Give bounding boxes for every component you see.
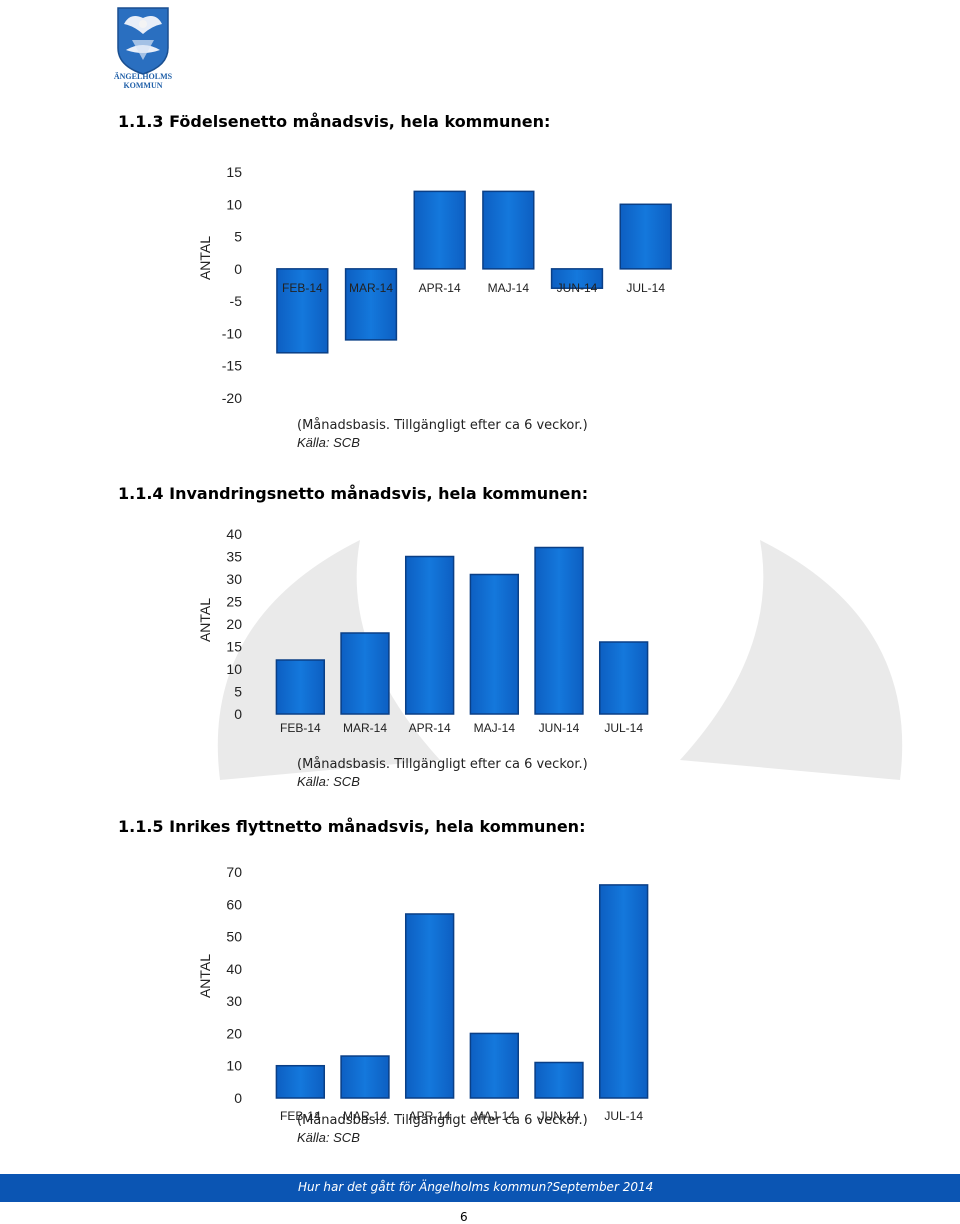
bar [482, 190, 535, 270]
x-category-label: JUN-14 [557, 281, 598, 295]
bar [469, 573, 520, 715]
bar [276, 268, 329, 354]
x-category-label: MAR-14 [349, 281, 393, 295]
y-tick-label: -10 [222, 325, 242, 341]
x-category-label: MAR-14 [343, 721, 387, 735]
y-axis-label: ANTAL [197, 598, 213, 642]
x-category-label: JUL-14 [604, 721, 643, 735]
bar [340, 1055, 390, 1099]
y-tick-label: 20 [226, 616, 242, 632]
y-tick-label: 40 [226, 961, 242, 977]
chart-svg-2: ANTAL 70 60 50 40 30 20 10 0 FEB-14 MAR-14 APR-14 MA… [197, 864, 649, 1123]
footer-bar: Hur har det gått för Ängelholms kommun?S… [0, 1174, 960, 1202]
x-category-label: MAJ-14 [488, 281, 530, 295]
bar [404, 555, 455, 715]
y-tick-label: 10 [226, 661, 242, 677]
x-category-label: JUL-14 [626, 281, 665, 295]
x-category-label: MAR-14 [343, 1109, 387, 1123]
bar-chart: ANTAL 15 10 5 0 -5 -10 -15 -20 FEB-14 MAR-14 APR-14… [180, 158, 690, 408]
y-tick-label: 15 [226, 164, 242, 180]
y-tick-label: -15 [222, 358, 242, 374]
y-tick-label: 40 [226, 526, 242, 542]
y-tick-label: 15 [226, 639, 242, 655]
y-tick-label: 35 [226, 549, 242, 565]
bar [469, 1032, 520, 1099]
y-tick-label: 0 [234, 1090, 242, 1106]
bar [534, 546, 584, 715]
footer-text: Hur har det gått för Ängelholms kommun?S… [298, 1180, 654, 1194]
x-category-label: FEB-14 [282, 281, 323, 295]
bar-chart: ANTAL 40 35 30 25 20 15 10 5 0 FEB-14 MAR-14 APR-14 M… [180, 520, 690, 740]
y-tick-label: 60 [226, 896, 242, 912]
source-label: Källa: SCB [297, 1130, 360, 1145]
x-category-label: JUL-14 [604, 1109, 643, 1123]
y-tick-label: 70 [226, 864, 242, 880]
section-heading: 1.1.4 Invandringsnetto månadsvis, hela k… [118, 484, 589, 503]
chart-note: (Månadsbasis. Tillgängligt efter ca 6 ve… [297, 1113, 588, 1145]
y-tick-label: 5 [234, 229, 242, 245]
y-tick-label: -5 [230, 293, 243, 309]
section-heading: 1.1.3 Födelsenetto månadsvis, hela kommu… [118, 112, 551, 131]
y-tick-label: 5 [234, 684, 242, 700]
bar [404, 913, 455, 1099]
bar [534, 1061, 584, 1099]
x-category-label: MAJ-14 [474, 1109, 516, 1123]
y-axis-label: ANTAL [197, 236, 213, 280]
section-heading: 1.1.5 Inrikes flyttnetto månadsvis, hela… [118, 817, 586, 836]
bar-chart: ANTAL 70 60 50 40 30 20 10 0 FEB-14 MAR-14 APR-14 MA… [180, 858, 690, 1128]
y-tick-label: 20 [226, 1025, 242, 1041]
chart-note: (Månadsbasis. Tillgängligt efter ca 6 ve… [297, 757, 588, 789]
bar [344, 268, 398, 341]
y-tick-label: 30 [226, 571, 242, 587]
x-category-label: FEB-14 [280, 721, 321, 735]
y-tick-label: 30 [226, 993, 242, 1009]
y-tick-label: 50 [226, 929, 242, 945]
angel-watermark [217, 540, 903, 780]
bar [598, 641, 649, 715]
y-tick-label: 0 [234, 706, 242, 722]
bar [413, 190, 466, 270]
y-axis-label: ANTAL [197, 954, 213, 998]
bar [550, 268, 604, 289]
bar [619, 203, 672, 270]
chart-svg-1: ANTAL 40 35 30 25 20 15 10 5 0 FEB-14 MAR-14 APR-14 M… [197, 526, 649, 735]
municipality-logo [117, 7, 169, 75]
y-tick-label: 0 [234, 261, 242, 277]
bar [598, 884, 649, 1099]
x-category-label: FEB-14 [280, 1109, 321, 1123]
logo-text: ÄNGELHOLMS KOMMUN [113, 72, 173, 90]
x-category-label: JUN-14 [539, 1109, 580, 1123]
page-number: 6 [460, 1210, 468, 1224]
x-category-label: MAJ-14 [474, 721, 516, 735]
x-category-label: APR-14 [409, 1109, 451, 1123]
y-tick-label: -20 [222, 390, 242, 406]
y-tick-label: 10 [226, 196, 242, 212]
x-category-label: APR-14 [409, 721, 451, 735]
bar [275, 659, 326, 715]
x-category-label: JUN-14 [539, 721, 580, 735]
chart-note: (Månadsbasis. Tillgängligt efter ca 6 ve… [297, 418, 588, 450]
y-tick-label: 10 [226, 1058, 242, 1074]
y-tick-label: 25 [226, 594, 242, 610]
source-label: Källa: SCB [297, 774, 360, 789]
chart-svg-0: ANTAL 15 10 5 0 -5 -10 -15 -20 FEB-14 MAR-14 APR-14… [197, 164, 672, 406]
x-category-label: APR-14 [419, 281, 461, 295]
bar [275, 1064, 326, 1099]
source-label: Källa: SCB [297, 435, 360, 450]
bar [340, 632, 390, 715]
